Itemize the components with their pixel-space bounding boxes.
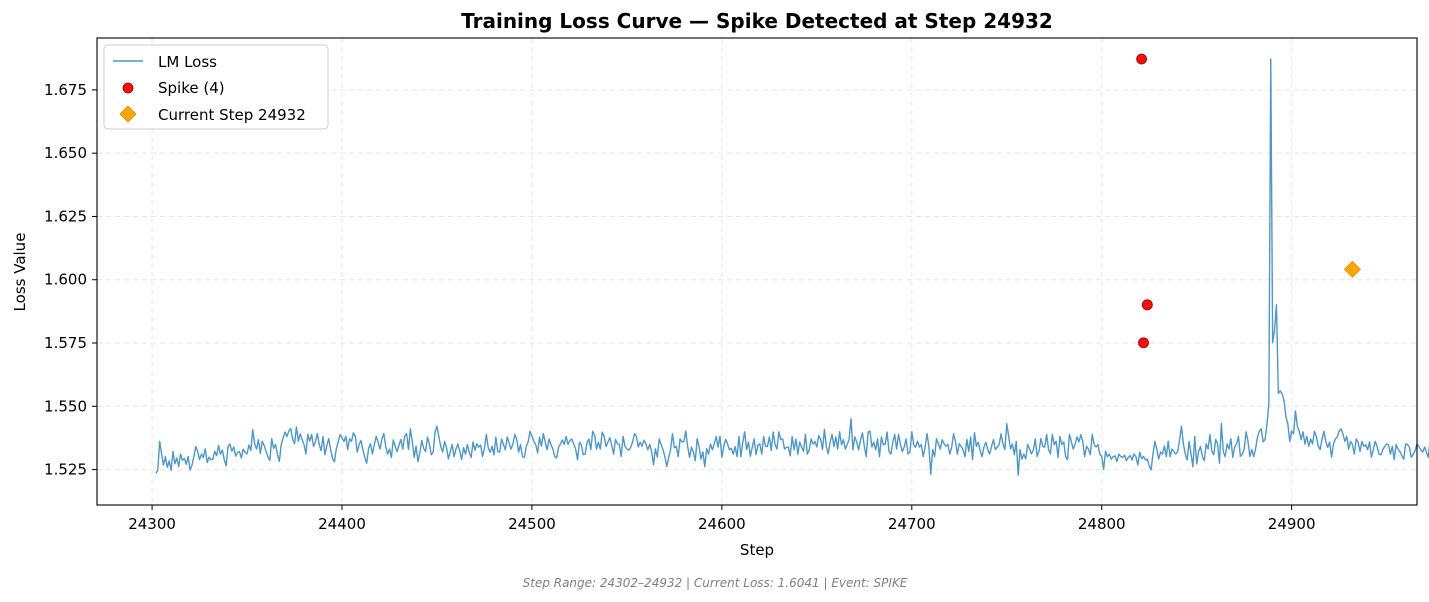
y-tick-label: 1.650: [44, 144, 87, 162]
y-tick-label: 1.550: [44, 397, 87, 415]
y-tick-label: 1.625: [44, 207, 87, 225]
legend: LM Loss Spike (4) Current Step 24932: [103, 44, 329, 130]
x-tick-label: 24300: [128, 515, 176, 533]
legend-spike-swatch: [122, 82, 134, 94]
y-tick-label: 1.600: [44, 271, 87, 289]
legend-label-lm-loss: LM Loss: [158, 53, 217, 71]
legend-box: [103, 44, 329, 130]
x-tick-label: 24800: [1078, 515, 1126, 533]
spike-point: [1138, 337, 1149, 349]
y-tick-label: 1.525: [44, 461, 87, 479]
plot-area: [155, 53, 1429, 476]
x-tick-label: 24900: [1268, 515, 1316, 533]
lm-loss-line: [155, 58, 1429, 476]
x-axis-ticks: 24300 24400 24500 24600 24700 24800 24900: [128, 505, 1316, 533]
y-tick-label: 1.575: [44, 334, 87, 352]
x-tick-label: 24400: [318, 515, 366, 533]
x-axis-label: Step: [740, 541, 774, 559]
x-tick-label: 24500: [508, 515, 556, 533]
x-tick-label: 24600: [698, 515, 746, 533]
legend-label-current-step: Current Step 24932: [158, 106, 306, 124]
legend-current-step-swatch: [119, 105, 137, 123]
y-axis-label: Loss Value: [11, 233, 29, 312]
current-step-marker: [1343, 260, 1361, 278]
axes-frame: [96, 37, 1418, 506]
spike-point: [1136, 53, 1148, 65]
x-tick-label: 24700: [888, 515, 936, 533]
chart-footer: Step Range: 24302–24932 | Current Loss: …: [523, 576, 908, 590]
y-tick-label: 1.675: [44, 81, 87, 99]
y-axis-ticks: 1.525 1.550 1.575 1.600 1.625 1.650 1.675: [44, 81, 97, 479]
chart-title: Training Loss Curve — Spike Detected at …: [461, 9, 1053, 33]
spike-point: [1141, 299, 1153, 311]
legend-label-spike: Spike (4): [158, 79, 225, 97]
